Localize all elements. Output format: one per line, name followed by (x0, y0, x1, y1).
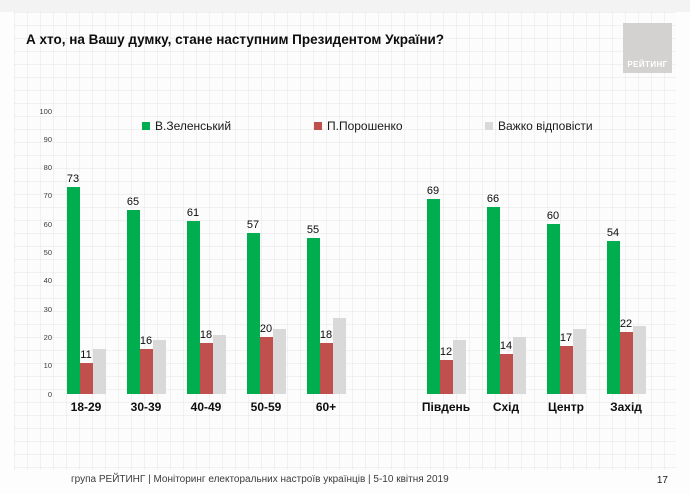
bar-value-label: 65 (126, 196, 140, 209)
bar-value-label: 66 (486, 193, 500, 206)
bar (152, 340, 166, 394)
bar (606, 241, 620, 394)
chart-question-title: А хто, на Вашу думку, стане наступним Пр… (26, 32, 445, 47)
bar (426, 198, 440, 394)
legend-label: П.Порошенко (327, 119, 403, 133)
bar-value-label: 54 (606, 227, 620, 240)
bar-value-label: 17 (559, 331, 573, 344)
bar-value-label: 20 (259, 323, 273, 336)
y-axis-tick-label: 10 (43, 361, 52, 371)
bar-value-label: 69 (426, 184, 440, 197)
y-axis-tick-label: 90 (43, 134, 52, 144)
bar-value-label: 22 (619, 317, 633, 330)
bar-value-label: 57 (246, 218, 260, 231)
bar (559, 345, 573, 394)
top-strip (0, 0, 690, 12)
bar-value-label: 55 (306, 224, 320, 237)
bar-value-label: 11 (80, 348, 92, 361)
footer-caption: група РЕЙТИНГ | Моніторинг електоральних… (71, 474, 449, 485)
y-axis-tick-label: 30 (43, 304, 52, 314)
bar-value-label: 61 (186, 207, 200, 220)
category-label: 40-49 (190, 400, 222, 414)
page-number: 17 (656, 475, 668, 486)
slide-background (14, 12, 676, 470)
bar-value-label: 18 (319, 329, 333, 342)
y-axis-tick-label: 80 (43, 163, 52, 173)
rating-logo: РЕЙТИНГ (623, 23, 672, 73)
bar (319, 343, 333, 394)
bar-value-label: 12 (439, 346, 453, 359)
bar-value-label: 18 (199, 329, 213, 342)
bar-value-label: 14 (499, 340, 513, 353)
category-label: Захід (610, 400, 642, 414)
bar-value-label: 60 (546, 210, 560, 223)
legend-swatch (314, 122, 322, 130)
legend-swatch (485, 122, 493, 130)
legend-label: Важко відповісти (498, 119, 593, 133)
bar (186, 221, 200, 394)
legend-item: Важко відповісти (485, 119, 593, 133)
bar (139, 348, 153, 394)
rating-logo-text: РЕЙТИНГ (627, 60, 668, 69)
bar (546, 224, 560, 394)
bar (306, 238, 320, 394)
bar (499, 354, 513, 394)
bar (632, 326, 646, 394)
bar (126, 210, 140, 394)
legend-item: В.Зеленський (142, 119, 232, 133)
category-label: Південь (421, 400, 471, 414)
bar (512, 337, 526, 394)
category-label: 30-39 (130, 400, 162, 414)
category-label: Схід (492, 400, 520, 414)
bar (452, 340, 466, 394)
category-label: 60+ (315, 400, 337, 414)
bar (212, 334, 226, 394)
bar-value-label: 16 (139, 334, 153, 347)
bar-value-label: 73 (66, 173, 80, 186)
bar (79, 362, 93, 394)
category-label: Центр (547, 400, 585, 414)
bar (92, 348, 106, 394)
category-label: 18-29 (70, 400, 102, 414)
y-axis-tick-label: 60 (43, 219, 52, 229)
bar (332, 317, 346, 394)
legend-label: В.Зеленський (155, 119, 232, 133)
y-axis-tick-label: 20 (43, 332, 52, 342)
category-label: 50-59 (250, 400, 282, 414)
legend-item: П.Порошенко (314, 119, 403, 133)
bar (66, 187, 80, 394)
bar (439, 360, 453, 394)
bar (246, 232, 260, 394)
bar (199, 343, 213, 394)
y-axis-tick-label: 50 (43, 248, 52, 257)
y-axis-tick-label: 70 (43, 191, 52, 201)
y-axis-tick-label: 40 (43, 276, 52, 286)
bar (486, 207, 500, 394)
bar (272, 328, 286, 394)
bar (619, 331, 633, 394)
bar (259, 337, 273, 394)
y-axis-tick-label: 0 (47, 389, 52, 399)
y-axis-tick-label: 100 (39, 106, 52, 116)
bar (572, 328, 586, 394)
legend-swatch (142, 122, 150, 130)
